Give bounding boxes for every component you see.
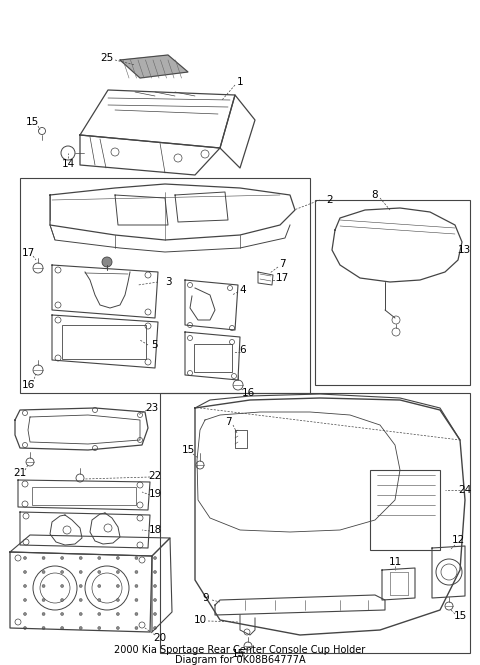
Circle shape (42, 571, 45, 573)
Text: 16: 16 (241, 388, 254, 398)
Circle shape (24, 612, 26, 616)
Circle shape (116, 571, 120, 573)
Text: 15: 15 (454, 611, 467, 621)
Circle shape (135, 626, 138, 630)
Circle shape (60, 571, 64, 573)
Circle shape (135, 585, 138, 587)
Circle shape (60, 626, 64, 630)
Circle shape (79, 585, 82, 587)
Circle shape (24, 585, 26, 587)
Bar (315, 200, 470, 385)
Circle shape (60, 557, 64, 559)
Circle shape (98, 557, 101, 559)
Text: 2: 2 (327, 195, 333, 205)
Bar (160, 393, 470, 653)
Circle shape (154, 612, 156, 616)
Circle shape (24, 557, 26, 559)
Circle shape (24, 626, 26, 630)
Text: 22: 22 (148, 471, 162, 481)
Text: 7: 7 (279, 259, 285, 269)
Bar (194, 344, 232, 372)
Circle shape (135, 598, 138, 602)
Circle shape (116, 626, 120, 630)
Text: 1: 1 (237, 77, 243, 87)
Circle shape (42, 612, 45, 616)
Text: 19: 19 (148, 489, 162, 499)
Bar (32, 487, 136, 505)
Circle shape (42, 557, 45, 559)
Text: 20: 20 (154, 633, 167, 643)
Text: 3: 3 (165, 277, 171, 287)
Circle shape (116, 612, 120, 616)
Text: 14: 14 (61, 159, 74, 169)
Circle shape (135, 571, 138, 573)
Circle shape (154, 585, 156, 587)
Circle shape (154, 626, 156, 630)
Text: 15: 15 (25, 117, 38, 127)
Circle shape (135, 612, 138, 616)
Bar (370, 470, 440, 550)
Bar (62, 325, 146, 359)
Circle shape (79, 598, 82, 602)
Circle shape (24, 598, 26, 602)
Circle shape (116, 598, 120, 602)
Circle shape (79, 571, 82, 573)
Circle shape (79, 557, 82, 559)
Text: Diagram for 0K08B64777A: Diagram for 0K08B64777A (175, 655, 305, 665)
Circle shape (98, 626, 101, 630)
Text: 17: 17 (276, 273, 288, 283)
Text: 21: 21 (13, 468, 26, 478)
Text: 8: 8 (372, 190, 378, 200)
Circle shape (154, 598, 156, 602)
Circle shape (116, 585, 120, 587)
Text: 12: 12 (451, 535, 465, 545)
Circle shape (135, 557, 138, 559)
Circle shape (98, 585, 101, 587)
Text: 6: 6 (240, 345, 246, 355)
Text: 15: 15 (231, 649, 245, 659)
Circle shape (60, 598, 64, 602)
Bar (20, 178, 310, 393)
Text: 25: 25 (100, 53, 114, 63)
Text: 9: 9 (203, 593, 209, 603)
Text: 15: 15 (181, 445, 194, 455)
Text: 2000 Kia Sportage Rear Center Console Cup Holder: 2000 Kia Sportage Rear Center Console Cu… (114, 645, 366, 655)
Circle shape (102, 257, 112, 267)
Circle shape (60, 585, 64, 587)
Circle shape (79, 612, 82, 616)
Text: 5: 5 (152, 340, 158, 350)
Circle shape (79, 626, 82, 630)
Polygon shape (120, 55, 188, 78)
Circle shape (154, 557, 156, 559)
Circle shape (98, 612, 101, 616)
Circle shape (42, 585, 45, 587)
Text: 11: 11 (388, 557, 402, 567)
Circle shape (154, 571, 156, 573)
Text: 24: 24 (458, 485, 472, 495)
Text: 16: 16 (22, 380, 35, 390)
Circle shape (98, 571, 101, 573)
Text: 23: 23 (145, 403, 158, 413)
Text: 18: 18 (148, 525, 162, 535)
Circle shape (116, 557, 120, 559)
Text: 4: 4 (240, 285, 246, 295)
Circle shape (24, 571, 26, 573)
Text: 13: 13 (457, 245, 470, 255)
Text: 7: 7 (225, 417, 231, 427)
Circle shape (42, 626, 45, 630)
Circle shape (98, 598, 101, 602)
Text: 17: 17 (22, 248, 35, 258)
Circle shape (42, 598, 45, 602)
Text: 10: 10 (193, 615, 206, 625)
Circle shape (60, 612, 64, 616)
